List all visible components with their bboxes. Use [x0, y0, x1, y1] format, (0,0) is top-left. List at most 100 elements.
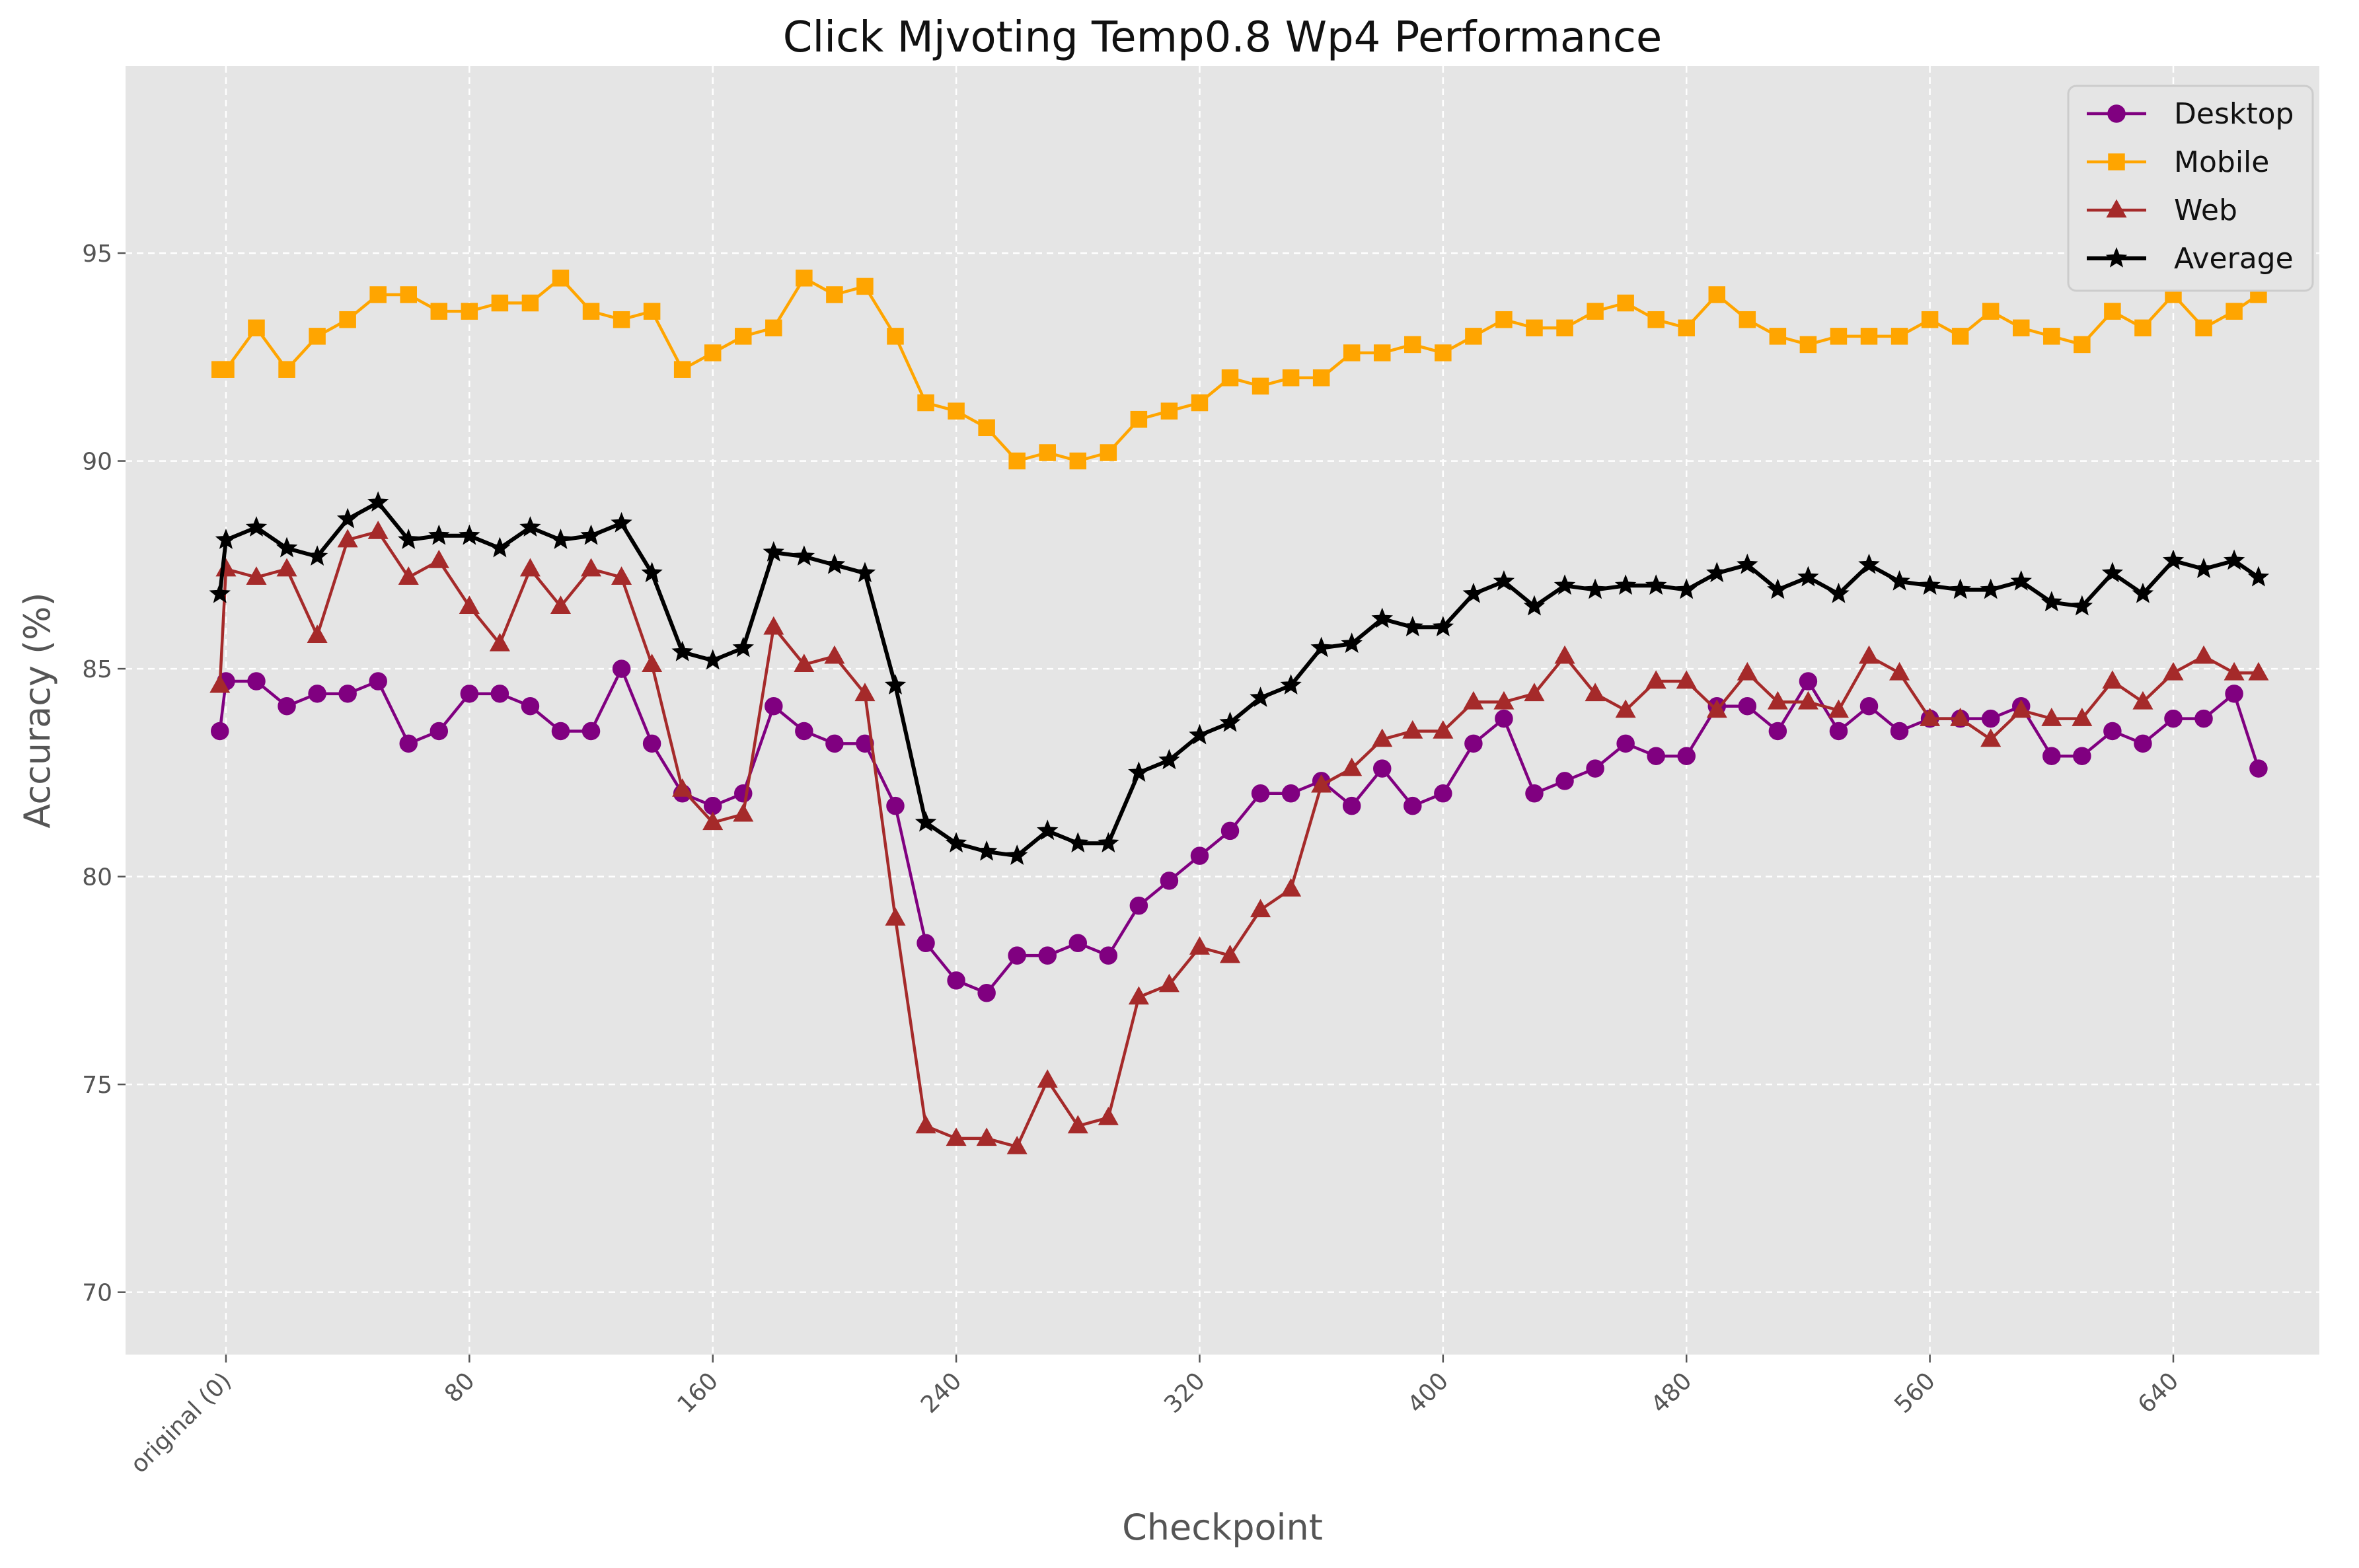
data-point-desktop — [430, 722, 449, 741]
data-point-web — [1950, 708, 1971, 726]
data-point-web — [1828, 699, 1849, 718]
data-point-web — [1341, 757, 1363, 776]
data-point-mobile — [1039, 444, 1056, 461]
data-point-mobile — [1982, 303, 2000, 320]
data-point-desktop — [581, 722, 601, 741]
data-point-mobile — [1739, 311, 1756, 328]
data-point-desktop — [490, 685, 509, 703]
data-point-web — [1189, 936, 1210, 955]
y-tick-label: 90 — [82, 449, 112, 476]
data-point-desktop — [1190, 846, 1209, 865]
data-point-desktop — [825, 734, 844, 753]
data-point-desktop — [856, 734, 874, 753]
data-point-mobile — [2104, 303, 2121, 320]
data-point-mobile — [2134, 319, 2152, 337]
data-point-average — [823, 553, 846, 574]
data-point-average — [398, 529, 420, 549]
series-web — [209, 520, 2269, 1154]
data-point-desktop — [1768, 722, 1787, 741]
data-point-mobile — [1404, 336, 1421, 354]
data-point-mobile — [1556, 319, 1573, 337]
data-point-mobile — [1708, 286, 1726, 303]
data-point-mobile — [309, 328, 326, 345]
data-point-web — [1128, 986, 1149, 1005]
data-point-desktop — [1251, 784, 1270, 803]
data-point-desktop — [1677, 747, 1696, 765]
data-point-desktop — [460, 685, 479, 703]
data-point-desktop — [551, 722, 570, 741]
data-point-average — [1158, 749, 1180, 770]
legend-label-desktop: Desktop — [2174, 97, 2294, 131]
data-point-web — [733, 803, 754, 822]
data-point-mobile — [1435, 344, 1452, 361]
data-point-desktop — [947, 971, 965, 990]
data-point-mobile — [1495, 311, 1513, 328]
x-axis-label: Checkpoint — [1122, 1507, 1323, 1548]
data-point-web — [1524, 683, 1545, 702]
data-point-web — [1920, 708, 1941, 726]
data-point-average — [2132, 582, 2154, 603]
data-point-web — [611, 566, 632, 585]
data-point-mobile — [735, 328, 752, 345]
data-point-average — [1341, 632, 1363, 653]
data-point-mobile — [552, 270, 570, 287]
data-point-mobile — [1008, 452, 1026, 470]
data-point-mobile — [1587, 303, 1604, 320]
data-point-desktop — [521, 696, 540, 716]
data-point-desktop — [210, 722, 229, 741]
data-point-mobile — [1465, 328, 1482, 345]
data-point-average — [428, 524, 450, 545]
y-tick-label: 85 — [82, 656, 112, 683]
data-point-mobile — [673, 361, 691, 378]
data-point-web — [946, 1127, 967, 1146]
data-point-desktop — [1525, 784, 1544, 803]
data-point-mobile — [613, 311, 630, 328]
data-point-desktop — [1859, 696, 1879, 716]
data-point-web — [580, 558, 602, 577]
data-point-mobile — [1252, 377, 1269, 395]
data-point-mobile — [2226, 303, 2243, 320]
data-point-average — [1493, 570, 1515, 591]
data-point-desktop — [1160, 872, 1179, 890]
legend: Desktop Mobile Web Average — [2067, 85, 2314, 292]
data-point-average — [1706, 562, 1728, 583]
data-point-average — [2247, 566, 2270, 587]
series-mobile — [211, 270, 2267, 470]
data-point-desktop — [1281, 784, 1300, 803]
plot-area — [126, 66, 2319, 1355]
data-point-web — [307, 624, 328, 644]
data-point-average — [550, 529, 572, 549]
data-point-mobile — [521, 294, 539, 312]
data-point-web — [1158, 973, 1180, 992]
data-point-desktop — [278, 696, 296, 716]
data-point-web — [398, 566, 419, 585]
data-point-mobile — [1769, 328, 1787, 345]
data-point-desktop — [1799, 672, 1818, 691]
data-point-average — [884, 674, 907, 695]
data-point-mobile — [369, 286, 387, 303]
data-point-web — [1797, 691, 1818, 710]
data-point-mobile — [582, 303, 600, 320]
data-point-average — [580, 524, 602, 545]
data-point-desktop — [2249, 759, 2268, 778]
y-axis-label: Accuracy (%) — [17, 592, 58, 828]
y-tick-label: 80 — [82, 864, 112, 891]
data-point-average — [1980, 578, 2002, 599]
data-point-web — [459, 595, 480, 614]
data-point-desktop — [1220, 821, 1240, 840]
data-point-average — [1067, 832, 1089, 853]
data-point-mobile — [856, 278, 874, 295]
data-point-average — [975, 840, 998, 861]
data-point-average — [1280, 674, 1302, 695]
data-point-average — [793, 545, 815, 566]
data-point-web — [854, 683, 876, 702]
data-point-average — [1371, 607, 1393, 628]
data-point-mobile — [1100, 444, 1117, 461]
data-point-mobile — [248, 319, 265, 337]
data-point-average — [1889, 570, 1910, 591]
data-point-average — [1797, 566, 1819, 587]
data-point-desktop — [1342, 796, 1361, 815]
data-point-desktop — [1829, 722, 1848, 741]
data-point-mobile — [1678, 319, 1695, 337]
data-point-average — [641, 562, 663, 583]
